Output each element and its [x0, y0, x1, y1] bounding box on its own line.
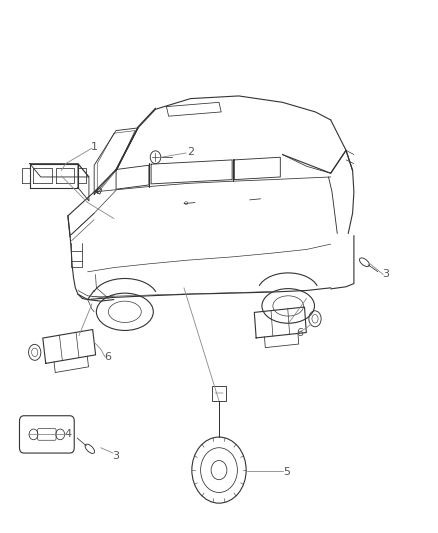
Text: 6: 6 [297, 328, 304, 338]
Text: 6: 6 [104, 352, 111, 362]
Text: 3: 3 [382, 270, 389, 279]
Text: 5: 5 [283, 467, 290, 477]
Text: 2: 2 [187, 147, 194, 157]
Bar [212, 386, 226, 401]
Text: 1: 1 [91, 142, 98, 151]
Text: 3: 3 [113, 451, 120, 461]
Text: 4: 4 [64, 430, 71, 439]
